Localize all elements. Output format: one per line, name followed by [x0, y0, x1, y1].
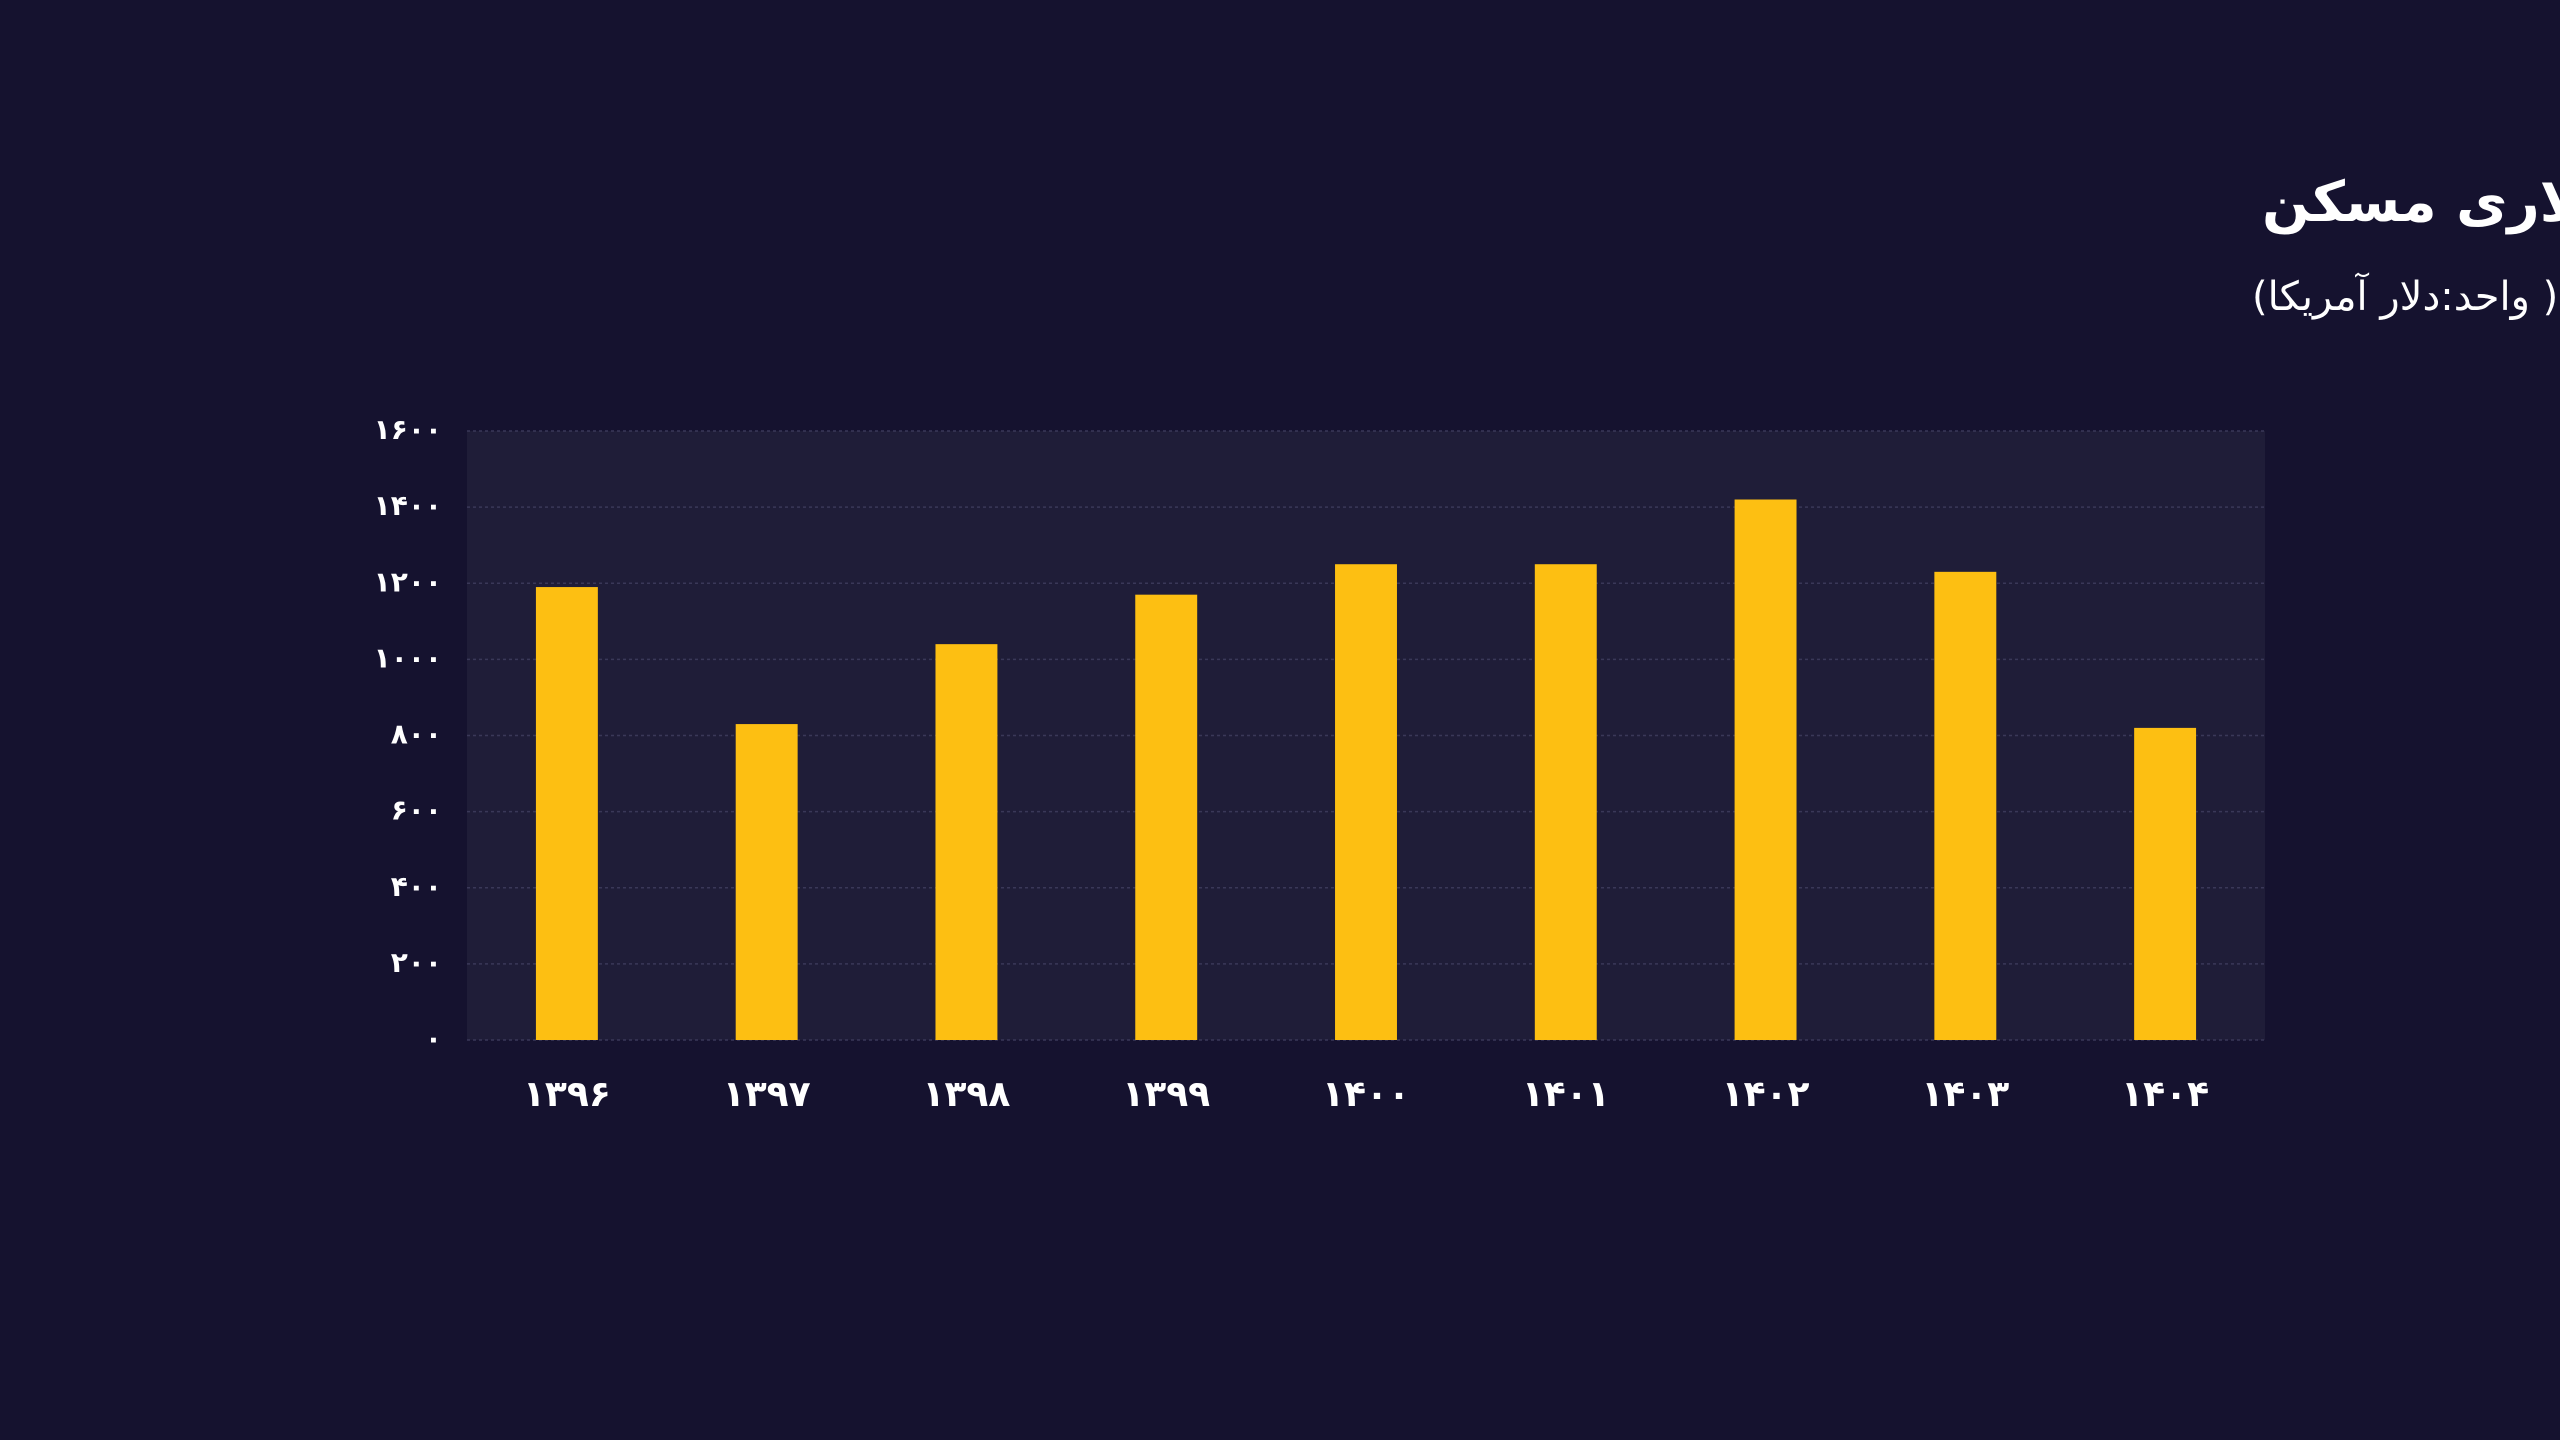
chart-title: قیمت دلاری مسکن	[2262, 170, 2560, 235]
bar	[1135, 594, 1198, 1040]
x-tick-label: ۱۳۹۸	[922, 1074, 1010, 1115]
y-tick-label: ۱۰۰۰	[374, 641, 442, 674]
y-tick-label: ۶۰۰	[391, 794, 442, 827]
x-tick-label: ۱۴۰۴	[2121, 1074, 2209, 1115]
x-tick-label: ۱۴۰۲	[1722, 1074, 1810, 1115]
bar	[935, 644, 998, 1040]
bar	[1934, 571, 1997, 1040]
chart-subtitle: ( واحد:دلار آمریکا)	[2252, 272, 2558, 320]
bar	[1734, 499, 1797, 1040]
x-tick-label: ۱۴۰۱	[1522, 1074, 1610, 1115]
y-tick-label: ۸۰۰	[391, 718, 442, 751]
bar	[1335, 564, 1397, 1040]
y-tick-label: ۰	[425, 1022, 442, 1055]
x-tick-label: ۱۴۰۳	[1921, 1074, 2009, 1115]
y-tick-label: ۱۲۰۰	[374, 565, 442, 598]
bar	[735, 724, 798, 1040]
x-tick-label: ۱۴۰۰	[1322, 1074, 1410, 1115]
y-tick-label: ۱۴۰۰	[374, 489, 442, 522]
y-tick-label: ۴۰۰	[391, 870, 442, 903]
x-tick-label: ۱۳۹۷	[723, 1074, 811, 1115]
bar	[2134, 727, 2197, 1040]
x-tick-label: ۱۳۹۶	[523, 1074, 611, 1115]
y-tick-label: ۲۰۰	[391, 946, 442, 979]
bar	[1534, 564, 1597, 1040]
y-tick-label: ۱۶۰۰	[374, 413, 442, 446]
x-tick-label: ۱۳۹۹	[1122, 1074, 1210, 1115]
bar	[535, 587, 598, 1040]
